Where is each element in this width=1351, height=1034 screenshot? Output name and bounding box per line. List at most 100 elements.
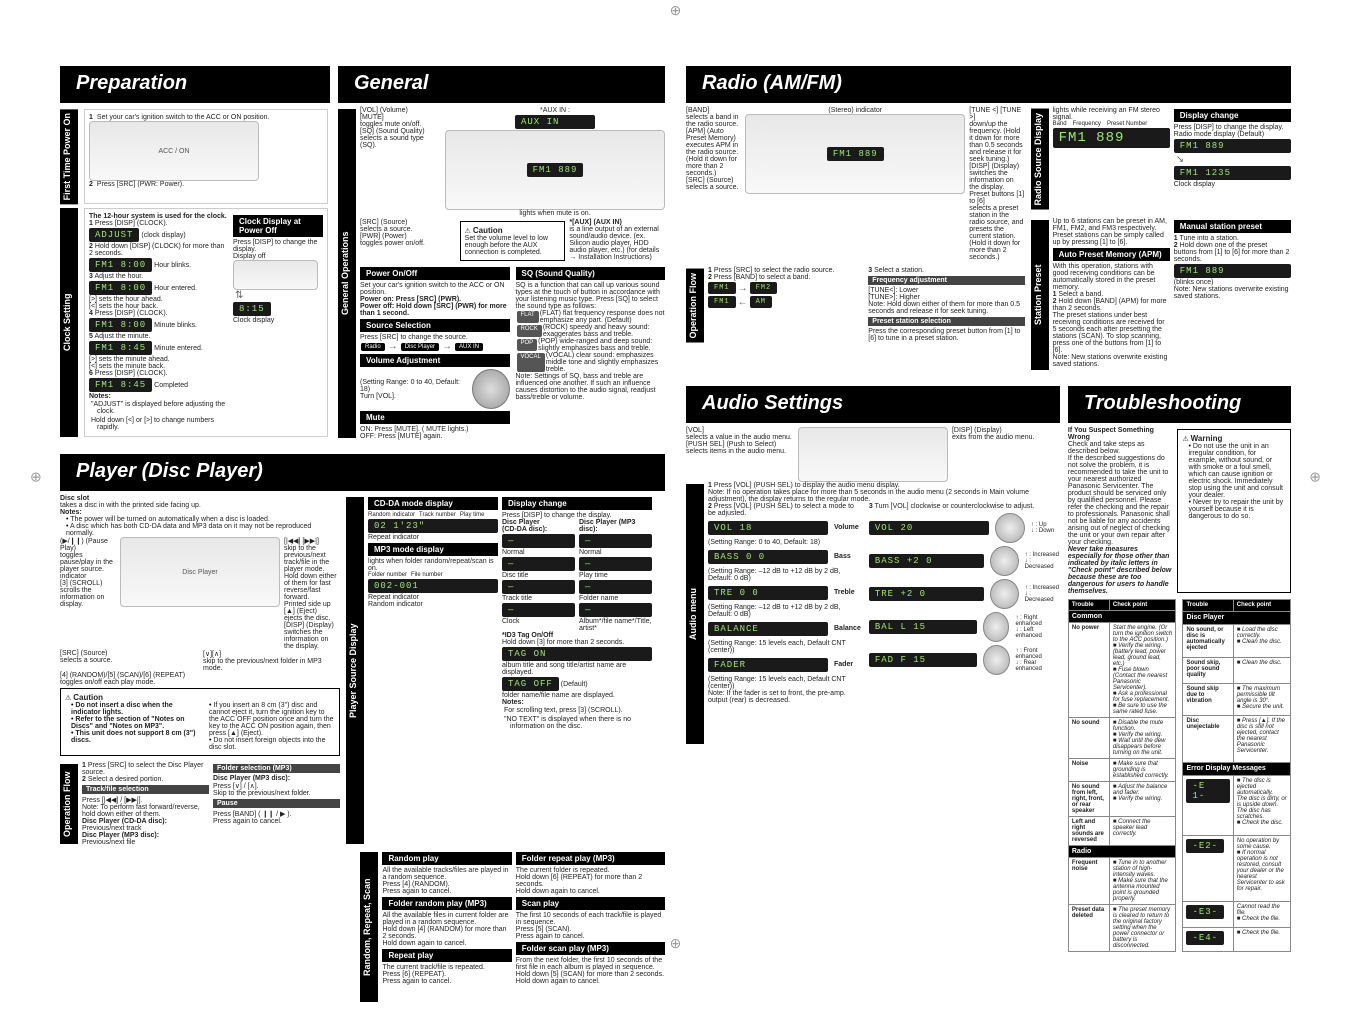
apm1: Select a band. <box>1058 291 1103 298</box>
dc-fn-lcd: — <box>579 580 652 594</box>
mute-title: Mute <box>360 411 510 424</box>
knob-icon <box>990 546 1019 576</box>
fscan-body: From the next folder, the first 10 secon… <box>516 957 665 985</box>
dc-folder: Folder name <box>579 595 652 602</box>
arrow-diag-icon: ↘ <box>1176 154 1289 165</box>
mute-on: ON: Press [MUTE]. ( MUTE lights.) <box>360 426 510 433</box>
id3-off-def: (Default) <box>561 681 588 688</box>
check-cell: No operation by some cause. ■ If normal … <box>1233 835 1290 901</box>
audio-up: ↑ : Right enhanced <box>1015 615 1059 627</box>
dc-playtime: Play time <box>579 572 652 579</box>
mp3-lights: lights when folder random/repeat/scan is… <box>368 558 498 572</box>
header-trouble: Troubleshooting <box>1068 386 1291 423</box>
audio-product-image <box>798 427 948 482</box>
sq-body: SQ is a function that can call up variou… <box>516 282 666 310</box>
trouble-never: Never take measures especially for those… <box>1068 546 1172 595</box>
radio-flow3: Select a station. <box>874 267 924 274</box>
clock-lcd-h2: FM1 8:00 <box>89 281 152 295</box>
tf-cd: Disc Player (CD-DA disc): <box>82 818 209 825</box>
caution-icon2: ⚠ <box>65 695 71 702</box>
id3-off-body: folder name/file name are displayed. <box>502 692 652 699</box>
radio-band: [BAND] selects a band in the radio sourc… <box>686 107 741 177</box>
vtab-audio-menu: Audio menu <box>686 484 704 744</box>
check-cell: ■ Disable the mute function. ■ Verify th… <box>1109 717 1176 758</box>
power-on: Power on: Press [SRC] (PWR). <box>360 296 510 303</box>
disc-slot: Disc slot <box>60 495 340 502</box>
tf-cdb: Previous/next track <box>82 825 209 832</box>
fs-body: Press [∨] / [∧]. Skip to the previous/ne… <box>213 782 340 797</box>
vtab-radio-src: Radio Source Display <box>1031 109 1049 210</box>
man1: Tune into a station. <box>1180 235 1239 242</box>
audio-vol-label: [VOL] selects a value in the audio menu.… <box>686 427 794 455</box>
player-folder: [∨][∧] skip to the previous/next folder … <box>203 650 340 672</box>
rp-title: Random play <box>382 852 511 865</box>
man2: Hold down one of the preset buttons from… <box>1174 242 1290 263</box>
crop-mark-right: ⊕ <box>1309 469 1321 486</box>
audio-item-name: Balance <box>834 625 861 632</box>
th-trouble2: Trouble <box>1183 599 1233 611</box>
clock-off-title: Clock Display at Power Off <box>233 215 323 237</box>
trouble-cell: Frequent noise <box>1068 857 1109 904</box>
audio-s2: Press [VOL] (PUSH SEL) to select a mode … <box>708 503 854 517</box>
dc-n2: "NO TEXT" is displayed when there is no … <box>502 716 652 730</box>
trouble-cell: No sound <box>1068 717 1109 758</box>
gen-mute-label: lights when mute is on. <box>519 210 590 217</box>
trouble-cell: No power <box>1068 622 1109 717</box>
id3-off-lcd: TAG OFF <box>502 677 559 691</box>
radio-flow2: Press [BAND] to select a band. <box>714 274 811 281</box>
apm-note: The preset stations under best receiving… <box>1053 312 1170 354</box>
clock-lcd-m1: FM1 8:00 <box>89 318 152 332</box>
arrow-down-icon: ⇅ <box>235 290 321 301</box>
disp-chg-body: Press [DISP] to change the display. <box>1174 124 1291 131</box>
clock-lcd-adjust: ADJUST <box>89 228 139 242</box>
trouble-table-right: Trouble Check point Disc Player No sound… <box>1182 599 1291 952</box>
apm-body: With this operation, stations with good … <box>1053 263 1170 291</box>
id3-on-lcd: TAG ON <box>502 647 652 661</box>
audio-disp-label: [DISP] (Display) exits from the audio me… <box>952 427 1060 482</box>
clock-5: Adjust the minute. <box>94 333 150 340</box>
check-cell: ■ Press [▲]. If the disc is still not ej… <box>1233 716 1290 762</box>
audio-item-range: (Setting Range: –12 dB to +12 dB by 2 dB… <box>708 568 861 582</box>
dc-tt-lcd: — <box>502 580 575 594</box>
band-am: AM <box>750 296 772 308</box>
id3-title: *ID3 Tag On/Off <box>502 632 652 639</box>
audio-items-right: VOL 20↑ : Up↓ : DownBASS +2 0↑ : Increas… <box>869 510 1060 678</box>
mp3-lcd: 002-001 <box>368 579 498 593</box>
id3-body: Hold down [3] for more than 2 seconds. <box>502 639 652 646</box>
clock-6: Press [DISP] (CLOCK). <box>95 370 168 377</box>
err-lcd: -E2- <box>1186 839 1224 853</box>
band-fm1b: FM1 <box>708 296 736 308</box>
audio-lcd: FADER <box>708 658 828 672</box>
radio-preset: Preset buttons [1] to [6] selects a pres… <box>969 191 1024 261</box>
vtab-operation-flow: Operation Flow <box>686 269 704 343</box>
sq-rock: (ROCK) speedy and heavy sound: exaggerat… <box>543 324 665 338</box>
dc-dt-lcd: — <box>502 557 575 571</box>
player-caut3: This unit does not support 8 cm (3") dis… <box>71 730 195 744</box>
crop-mark-bottom: ⊕ <box>670 935 682 952</box>
clock-hour-blink: Hour blinks. <box>154 262 191 269</box>
player-eject: [▲] (Eject) ejects the disc. <box>284 608 340 622</box>
audio-item-range: (Setting Range: 15 levels each, Default … <box>708 640 861 654</box>
rs-freq: Frequency <box>1073 121 1101 127</box>
audio-rlcd: FAD F 15 <box>869 653 977 667</box>
fs-title: Folder selection (MP3) <box>213 764 340 773</box>
trouble-cell: Left and right sounds are reversed <box>1068 816 1109 845</box>
src-chain-disc: Disc Player <box>401 343 439 351</box>
arrow-icon-l1: ← <box>738 297 748 308</box>
radio-tune: [TUNE <] [TUNE >] down/up the frequency.… <box>969 107 1024 163</box>
pause-title: Pause <box>213 799 340 808</box>
player-printed: Printed side up <box>284 601 340 608</box>
disc-slot-body: takes a disc in with the printed side fa… <box>60 502 340 509</box>
audio-lcd: TRE 0 0 <box>708 586 828 600</box>
knob-icon <box>990 579 1019 609</box>
dc-n2-lcd: — <box>579 534 652 548</box>
dc-n1: For scrolling text, press [3] (SCROLL). <box>502 707 652 714</box>
vtab-general-ops: General Operations <box>338 109 356 438</box>
sq-flat: (FLAT) flat frequency response does not … <box>540 310 665 324</box>
vtab-first-power: First Time Power On <box>60 109 78 204</box>
audio-dn: ↓ : Decreased <box>1025 591 1060 603</box>
player-note1: The power will be turned on automaticall… <box>66 516 340 523</box>
check-cell: Start the engine. (Or turn the ignition … <box>1109 622 1176 717</box>
th-check2: Check point <box>1233 599 1290 611</box>
tf-mp3: Disc Player (MP3 disc): <box>82 832 209 839</box>
